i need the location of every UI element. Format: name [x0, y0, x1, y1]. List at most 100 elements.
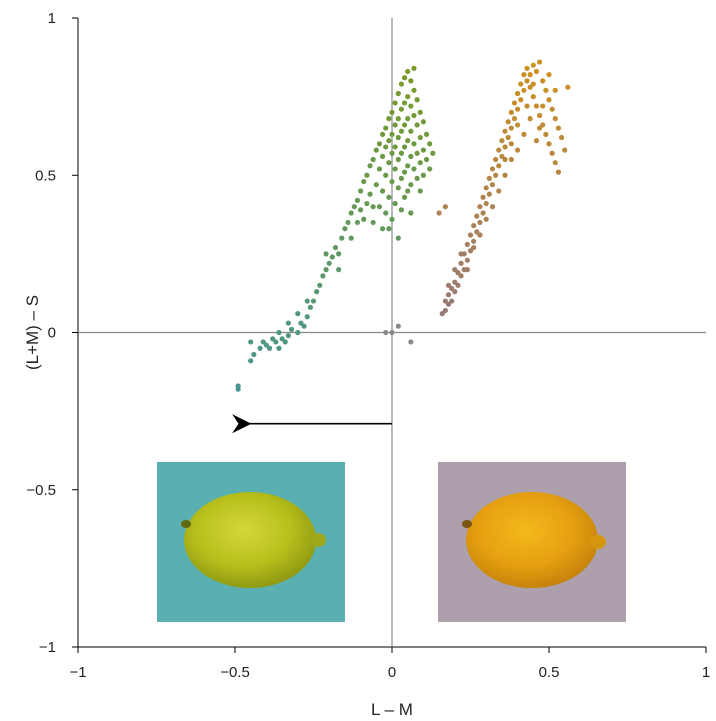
data-point [408, 128, 414, 134]
x-axis-title: L – M [371, 700, 413, 719]
data-point [373, 182, 379, 188]
data-point [383, 144, 389, 150]
data-point [361, 178, 367, 185]
data-point [282, 339, 288, 345]
data-point [427, 166, 433, 172]
data-point [307, 304, 313, 310]
data-point [515, 90, 521, 97]
data-point [455, 282, 461, 288]
data-point [423, 156, 430, 163]
data-point [505, 119, 511, 125]
data-point [273, 339, 279, 345]
data-point [345, 219, 351, 226]
data-point [398, 128, 405, 134]
data-point [521, 131, 527, 137]
y-tick-label: −0.5 [26, 482, 56, 499]
data-point [376, 204, 383, 210]
data-point [489, 166, 496, 172]
data-point [543, 87, 549, 93]
data-point [505, 134, 511, 141]
data-point [389, 178, 395, 185]
data-point [392, 166, 398, 172]
x-tick-label: 0 [388, 664, 396, 681]
data-point [354, 219, 361, 226]
data-point [508, 141, 514, 147]
data-point [367, 163, 373, 169]
x-tick-label: −0.5 [220, 664, 250, 681]
data-point [339, 235, 345, 241]
data-point [527, 84, 533, 90]
data-point [270, 336, 276, 342]
data-point [521, 72, 527, 78]
y-tick-label: 0 [48, 325, 56, 342]
data-point [496, 147, 502, 153]
data-point [552, 87, 558, 93]
data-point [408, 78, 414, 84]
data-point [389, 216, 395, 222]
data-point [442, 204, 448, 210]
data-point [235, 383, 241, 389]
data-point [546, 72, 552, 78]
lemon-on-mauve-photo [438, 462, 626, 622]
data-point [364, 172, 370, 178]
data-point [417, 188, 423, 194]
data-point [411, 87, 417, 93]
data-point [376, 166, 383, 172]
data-point [511, 116, 518, 122]
axes: −1 −0.5 0 0.5 1 −1 −0.5 0 0.5 1 L – M (L+M) – S [23, 10, 710, 719]
data-point [483, 216, 489, 222]
data-point [471, 238, 477, 244]
data-point [417, 160, 423, 166]
data-point [304, 298, 310, 304]
data-point [263, 342, 269, 348]
data-point [389, 329, 395, 336]
data-point [483, 200, 489, 207]
data-point [543, 131, 549, 137]
data-point [533, 138, 540, 144]
data-point [452, 289, 458, 295]
data-point [555, 125, 562, 131]
data-point [395, 134, 401, 141]
data-point [449, 298, 455, 304]
data-point [480, 194, 486, 200]
y-axis-title: (L+M) – S [23, 295, 42, 370]
data-point [260, 339, 266, 345]
data-point [320, 273, 326, 279]
data-point [401, 144, 408, 150]
data-point [358, 188, 364, 194]
data-point [361, 216, 367, 222]
data-point [401, 75, 408, 81]
data-point [515, 122, 521, 128]
data-point [383, 172, 389, 178]
data-point [483, 185, 489, 191]
data-point [477, 232, 483, 238]
data-point [530, 62, 536, 68]
data-point [276, 329, 282, 336]
data-point [549, 150, 555, 156]
data-point [471, 222, 477, 229]
data-point [408, 210, 414, 216]
data-point [502, 172, 508, 178]
data-point [392, 100, 398, 106]
data-point [401, 122, 408, 128]
data-point [414, 150, 420, 156]
data-point [332, 244, 339, 251]
data-point [417, 134, 423, 141]
data-point [524, 103, 530, 109]
data-point [524, 78, 530, 84]
data-point [370, 204, 376, 210]
data-point [489, 204, 496, 210]
data-point [474, 229, 480, 235]
data-point [395, 116, 401, 122]
data-point [527, 116, 533, 122]
data-point [427, 141, 433, 147]
data-point [323, 251, 329, 257]
data-point [314, 289, 320, 295]
data-point [351, 204, 357, 210]
data-point [398, 175, 405, 181]
data-point [445, 292, 452, 298]
data-point [389, 109, 395, 115]
data-point [405, 116, 411, 122]
data-point [398, 207, 405, 213]
